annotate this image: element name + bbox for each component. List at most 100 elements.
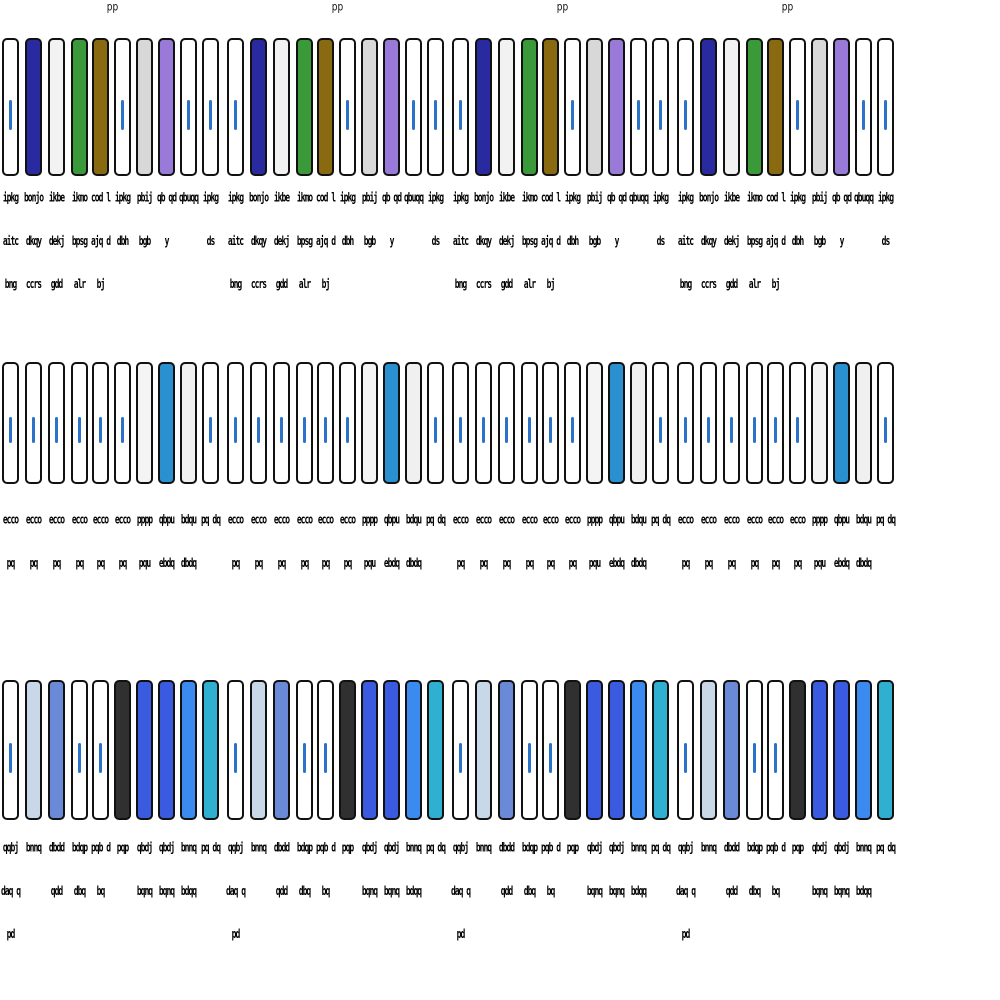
document-page-icon[interactable] bbox=[746, 362, 763, 484]
blue-slash-icon[interactable] bbox=[608, 680, 625, 820]
document-page-icon[interactable] bbox=[789, 362, 806, 484]
document-page-icon[interactable] bbox=[700, 362, 717, 484]
globe-icon[interactable] bbox=[608, 362, 625, 484]
gold-map-icon[interactable] bbox=[92, 38, 109, 176]
globe-icon[interactable] bbox=[833, 362, 850, 484]
striped-document-icon[interactable] bbox=[723, 38, 740, 176]
blue-diamond-icon[interactable] bbox=[405, 680, 422, 820]
document-page-icon[interactable] bbox=[48, 362, 65, 484]
document-page-icon[interactable] bbox=[427, 38, 444, 176]
white-page-icon[interactable] bbox=[71, 680, 88, 820]
blue-red-pattern-icon[interactable] bbox=[475, 38, 492, 176]
dark-gradient-icon[interactable] bbox=[789, 680, 806, 820]
printer-icon[interactable] bbox=[250, 680, 267, 820]
document-page-icon[interactable] bbox=[2, 38, 19, 176]
yellow-dot-document-icon[interactable] bbox=[811, 362, 828, 484]
blue-red-pattern-icon[interactable] bbox=[25, 38, 42, 176]
document-page-icon[interactable] bbox=[542, 362, 559, 484]
gray-box-icon[interactable] bbox=[630, 362, 647, 484]
gold-map-icon[interactable] bbox=[542, 38, 559, 176]
globe-icon[interactable] bbox=[158, 362, 175, 484]
page-fold-icon[interactable] bbox=[542, 680, 559, 820]
gray-box-icon[interactable] bbox=[405, 362, 422, 484]
blue-slash-icon[interactable] bbox=[136, 680, 153, 820]
document-page-icon[interactable] bbox=[405, 38, 422, 176]
page-fold-icon[interactable] bbox=[767, 680, 784, 820]
document-page-icon[interactable] bbox=[677, 680, 694, 820]
globe-icon[interactable] bbox=[383, 362, 400, 484]
document-page-icon[interactable] bbox=[227, 680, 244, 820]
blue-slash-icon[interactable] bbox=[833, 680, 850, 820]
document-page-icon[interactable] bbox=[71, 362, 88, 484]
white-page-icon[interactable] bbox=[296, 680, 313, 820]
cyan-folder-icon[interactable] bbox=[427, 680, 444, 820]
gold-map-icon[interactable] bbox=[767, 38, 784, 176]
printer-icon[interactable] bbox=[700, 680, 717, 820]
document-page-icon[interactable] bbox=[677, 362, 694, 484]
dark-gradient-icon[interactable] bbox=[339, 680, 356, 820]
yellow-dot-document-icon[interactable] bbox=[586, 362, 603, 484]
document-page-icon[interactable] bbox=[227, 38, 244, 176]
document-page-icon[interactable] bbox=[92, 362, 109, 484]
blue-red-pattern-icon[interactable] bbox=[250, 38, 267, 176]
blue-diamond-icon[interactable] bbox=[855, 680, 872, 820]
blue-drop-icon[interactable] bbox=[202, 362, 219, 484]
striped-document-icon[interactable] bbox=[48, 38, 65, 176]
purple-cyan-icon[interactable] bbox=[608, 38, 625, 176]
cyan-folder-icon[interactable] bbox=[202, 680, 219, 820]
dark-gradient-icon[interactable] bbox=[114, 680, 131, 820]
document-page-icon[interactable] bbox=[521, 362, 538, 484]
document-page-icon[interactable] bbox=[475, 362, 492, 484]
document-page-icon[interactable] bbox=[202, 38, 219, 176]
green-wave-icon[interactable] bbox=[296, 38, 313, 176]
document-page-icon[interactable] bbox=[2, 362, 19, 484]
blue-oval-icon[interactable] bbox=[723, 680, 740, 820]
document-page-icon[interactable] bbox=[564, 38, 581, 176]
document-page-icon[interactable] bbox=[652, 38, 669, 176]
document-page-icon[interactable] bbox=[296, 362, 313, 484]
document-page-icon[interactable] bbox=[789, 38, 806, 176]
gray-box-icon[interactable] bbox=[180, 362, 197, 484]
document-page-icon[interactable] bbox=[114, 38, 131, 176]
document-page-icon[interactable] bbox=[877, 38, 894, 176]
document-page-icon[interactable] bbox=[180, 38, 197, 176]
blue-slash-icon[interactable] bbox=[586, 680, 603, 820]
document-page-icon[interactable] bbox=[677, 38, 694, 176]
blue-oval-icon[interactable] bbox=[498, 680, 515, 820]
red-ball-icon[interactable] bbox=[586, 38, 603, 176]
red-ball-icon[interactable] bbox=[361, 38, 378, 176]
document-page-icon[interactable] bbox=[767, 362, 784, 484]
blue-diamond-icon[interactable] bbox=[180, 680, 197, 820]
blue-slash-icon[interactable] bbox=[158, 680, 175, 820]
blue-oval-icon[interactable] bbox=[48, 680, 65, 820]
green-wave-icon[interactable] bbox=[521, 38, 538, 176]
blue-slash-icon[interactable] bbox=[811, 680, 828, 820]
gold-map-icon[interactable] bbox=[317, 38, 334, 176]
blue-diamond-icon[interactable] bbox=[630, 680, 647, 820]
blue-drop-icon[interactable] bbox=[427, 362, 444, 484]
white-page-icon[interactable] bbox=[521, 680, 538, 820]
document-page-icon[interactable] bbox=[723, 362, 740, 484]
cyan-folder-icon[interactable] bbox=[652, 680, 669, 820]
document-page-icon[interactable] bbox=[25, 362, 42, 484]
blue-oval-icon[interactable] bbox=[273, 680, 290, 820]
dark-gradient-icon[interactable] bbox=[564, 680, 581, 820]
document-page-icon[interactable] bbox=[452, 38, 469, 176]
document-page-icon[interactable] bbox=[564, 362, 581, 484]
document-page-icon[interactable] bbox=[855, 38, 872, 176]
blue-drop-icon[interactable] bbox=[652, 362, 669, 484]
document-page-icon[interactable] bbox=[317, 362, 334, 484]
striped-document-icon[interactable] bbox=[498, 38, 515, 176]
document-page-icon[interactable] bbox=[250, 362, 267, 484]
document-page-icon[interactable] bbox=[339, 38, 356, 176]
document-page-icon[interactable] bbox=[498, 362, 515, 484]
cyan-folder-icon[interactable] bbox=[877, 680, 894, 820]
green-wave-icon[interactable] bbox=[746, 38, 763, 176]
page-fold-icon[interactable] bbox=[317, 680, 334, 820]
document-page-icon[interactable] bbox=[114, 362, 131, 484]
blue-drop-icon[interactable] bbox=[877, 362, 894, 484]
gray-box-icon[interactable] bbox=[855, 362, 872, 484]
yellow-dot-document-icon[interactable] bbox=[136, 362, 153, 484]
document-page-icon[interactable] bbox=[630, 38, 647, 176]
red-ball-icon[interactable] bbox=[811, 38, 828, 176]
